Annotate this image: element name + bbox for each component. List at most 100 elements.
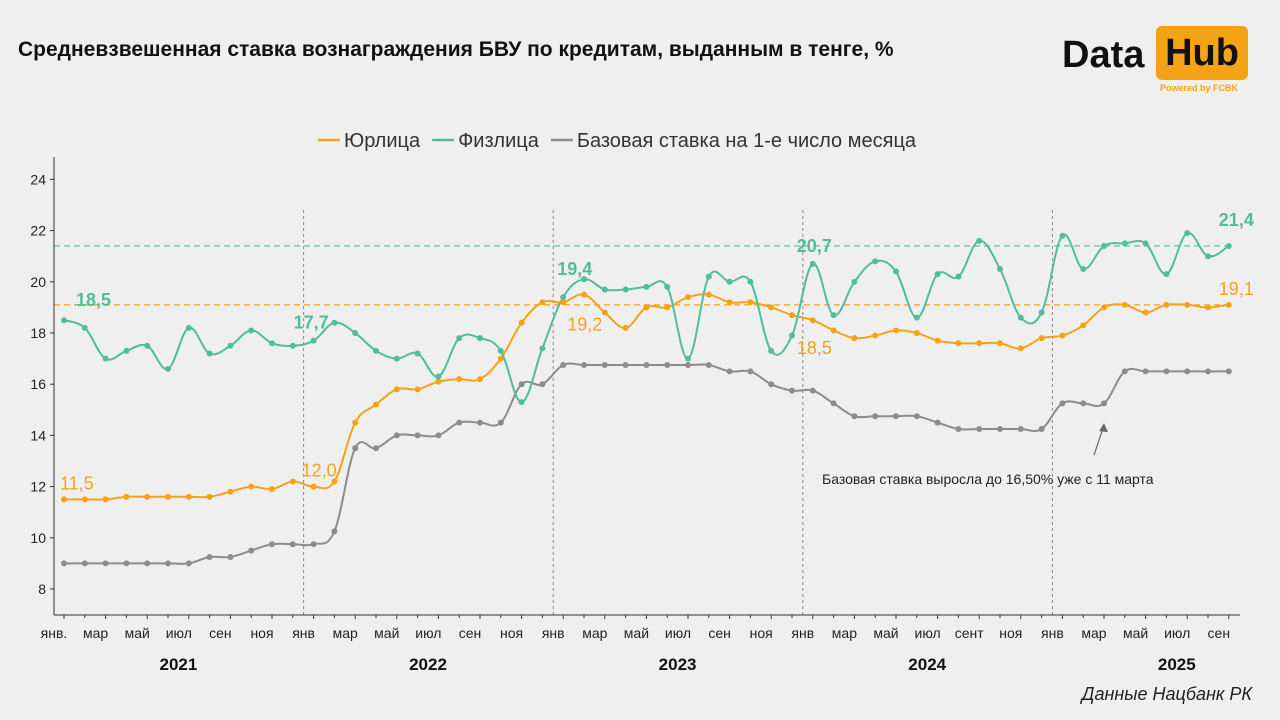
data-point: [289, 541, 296, 548]
data-point: [61, 496, 67, 503]
data-point: [664, 362, 671, 368]
data-point: [539, 345, 546, 352]
data-point: [144, 342, 151, 349]
data-point: [185, 560, 192, 567]
data-point: [497, 347, 504, 354]
data-point: [934, 271, 941, 278]
data-point: [477, 419, 483, 426]
annotation-text: Базовая ставка выросла до 16,50% уже с 1…: [822, 471, 1154, 487]
data-point: [893, 268, 899, 275]
data-point: [664, 304, 671, 311]
data-point: [1225, 242, 1232, 249]
x-tick-label: мар: [1081, 625, 1106, 641]
data-point: [269, 486, 275, 493]
x-tick-label: ноя: [500, 625, 523, 641]
data-point: [310, 541, 317, 548]
data-point: [976, 340, 983, 347]
data-labels: 11,5 12,0 19,2 18,5 19,1 18,5 17,7 19,4 20,7 21,4: [60, 210, 1254, 493]
y-tick-label: 16: [30, 376, 46, 392]
logo-text-data: Data: [1062, 34, 1145, 76]
data-point: [726, 278, 733, 285]
data-point: [622, 324, 629, 331]
y-tick-label: 8: [38, 581, 46, 597]
y-tick-label: 22: [30, 223, 46, 239]
y-tick-label: 10: [30, 530, 46, 546]
data-label: 20,7: [797, 236, 832, 256]
data-point: [165, 560, 171, 567]
data-point: [352, 419, 359, 426]
data-point: [643, 362, 650, 368]
data-point: [789, 312, 795, 319]
data-point: [289, 342, 296, 349]
series-line: [63, 232, 1230, 404]
data-point: [1142, 240, 1149, 247]
data-point: [1163, 271, 1170, 278]
year-label: 2023: [659, 655, 697, 674]
data-point: [310, 337, 317, 344]
data-point: [81, 496, 88, 503]
data-point: [560, 294, 567, 301]
legend-label: Юрлица: [344, 130, 421, 152]
x-tick-label: июл: [415, 625, 441, 641]
data-point: [518, 399, 525, 406]
data-point: [1017, 345, 1024, 352]
data-point: [373, 445, 379, 452]
data-point: [622, 362, 629, 368]
data-point: [227, 554, 234, 560]
y-tick-label: 14: [30, 427, 46, 443]
data-point: [955, 273, 962, 280]
data-point: [705, 273, 712, 280]
data-point: [497, 355, 504, 362]
data-point: [997, 426, 1003, 432]
data-label: 19,4: [557, 259, 592, 279]
x-tick-label: сен: [708, 625, 731, 641]
data-point: [705, 291, 712, 298]
x-tick-label: мар: [832, 625, 857, 641]
data-point: [1205, 304, 1211, 311]
data-point: [664, 283, 671, 290]
x-tick-label: июл: [915, 625, 941, 641]
data-point: [1163, 301, 1170, 308]
data-point: [726, 299, 733, 306]
data-point: [393, 386, 400, 393]
data-point: [643, 283, 650, 290]
data-point: [601, 362, 608, 368]
data-point: [997, 340, 1003, 347]
data-point: [622, 286, 629, 293]
data-point: [851, 413, 858, 420]
data-point: [809, 260, 816, 267]
data-point: [1017, 426, 1024, 432]
x-tick-label: ноя: [250, 625, 273, 641]
x-tick-label: ноя: [750, 625, 773, 641]
data-point: [893, 413, 899, 420]
data-point: [872, 258, 879, 265]
data-point: [81, 560, 88, 567]
data-point: [1059, 400, 1066, 407]
data-point: [913, 413, 920, 420]
data-point: [435, 373, 442, 380]
legend-label: Базовая ставка на 1-е число месяца: [577, 130, 917, 152]
data-point: [934, 337, 941, 344]
data-point: [830, 312, 837, 319]
data-point: [456, 335, 463, 342]
data-point: [539, 381, 546, 388]
data-point: [997, 266, 1003, 272]
x-tick-label: янв: [1041, 625, 1064, 641]
data-point: [331, 478, 338, 485]
x-tick-label: июл: [166, 625, 192, 641]
data-point: [1121, 368, 1128, 375]
data-point: [456, 376, 463, 383]
x-tick-label: май: [1123, 625, 1148, 641]
data-point: [123, 347, 130, 354]
chart-legend: Юрлица Физлица Базовая ставка на 1-е число…: [318, 130, 917, 152]
data-point: [539, 299, 546, 306]
data-point: [976, 426, 983, 432]
x-tick-label: янв: [542, 625, 565, 641]
x-tick-label: янв.: [41, 625, 68, 641]
data-label: 17,7: [294, 313, 329, 333]
x-tick-label: ноя: [999, 625, 1022, 641]
x-tick-label: янв: [292, 625, 315, 641]
data-point: [601, 286, 608, 293]
data-point: [685, 362, 691, 368]
